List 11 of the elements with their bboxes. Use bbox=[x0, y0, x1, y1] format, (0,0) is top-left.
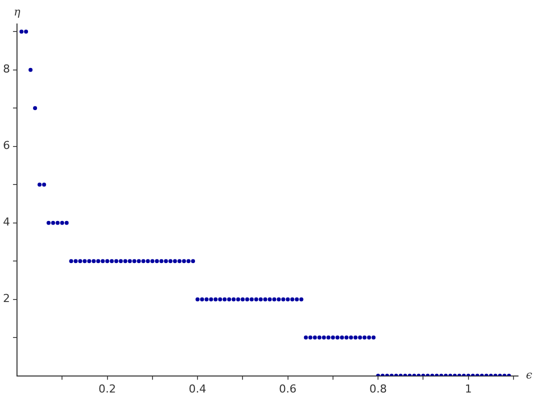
y-tick-label: 4 bbox=[3, 216, 10, 229]
y-tick-label: 2 bbox=[3, 292, 10, 306]
x-tick-label: 1 bbox=[464, 382, 472, 396]
x-tick-label: 0.4 bbox=[188, 382, 206, 396]
y-axis-title: η bbox=[14, 5, 21, 18]
y-tick-label: 6 bbox=[3, 139, 10, 152]
x-axis-title: ϵ bbox=[526, 368, 532, 382]
y-tick-label: 8 bbox=[3, 62, 10, 76]
x-tick-label: 0.8 bbox=[369, 382, 387, 396]
x-tick-label: 0.2 bbox=[98, 382, 116, 396]
x-tick-label: 0.6 bbox=[279, 382, 297, 396]
